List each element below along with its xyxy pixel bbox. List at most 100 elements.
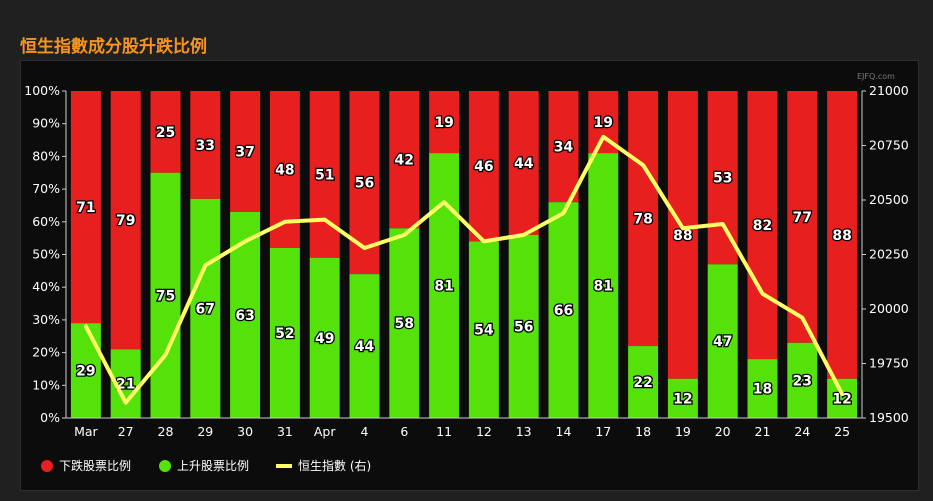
up-value-label: 23 <box>793 373 812 389</box>
up-bar <box>389 228 420 418</box>
down-value-label: 88 <box>832 228 851 244</box>
up-value-label: 12 <box>832 391 851 407</box>
legend-down-marker <box>41 460 53 472</box>
down-value-label: 53 <box>713 171 732 187</box>
index-point <box>363 246 366 250</box>
up-bar <box>190 198 221 418</box>
down-value-label: 42 <box>395 153 414 169</box>
down-bar <box>667 91 698 379</box>
index-point <box>761 292 764 296</box>
x-tick-label: 6 <box>400 424 408 439</box>
index-point <box>800 316 804 320</box>
up-value-label: 75 <box>156 288 175 304</box>
index-point <box>522 233 526 237</box>
left-tick-label: 0% <box>40 410 60 425</box>
x-tick-label: 17 <box>595 424 611 439</box>
up-bar <box>667 378 698 418</box>
down-value-label: 48 <box>275 162 294 178</box>
chart-title: 恒生指數成分股升跌比例 <box>20 37 207 57</box>
up-bar <box>70 323 101 418</box>
down-bar <box>707 91 738 265</box>
down-value-label: 37 <box>235 144 254 160</box>
index-point <box>124 401 128 405</box>
index-point <box>562 211 565 215</box>
index-point <box>641 163 645 167</box>
x-tick-label: 24 <box>794 424 810 439</box>
down-value-label: 33 <box>196 138 215 154</box>
index-point <box>721 222 725 226</box>
index-point <box>243 239 247 243</box>
index-point <box>402 233 406 237</box>
index-point <box>323 218 327 222</box>
up-bar <box>747 359 778 418</box>
down-bar <box>70 91 101 324</box>
right-tick-label: 21000 <box>869 83 909 98</box>
up-bar <box>309 257 340 418</box>
down-value-label: 46 <box>474 159 493 175</box>
down-bar <box>747 91 778 360</box>
down-bar <box>468 91 499 242</box>
up-bar <box>150 172 181 418</box>
x-tick-label: 11 <box>436 424 452 439</box>
right-tick-label: 19750 <box>869 356 909 371</box>
right-tick-label: 20750 <box>869 138 909 153</box>
down-value-label: 56 <box>355 176 374 192</box>
x-tick-label: 18 <box>635 424 651 439</box>
x-tick-label: 19 <box>675 424 691 439</box>
right-tick-label: 20000 <box>869 301 909 316</box>
up-value-label: 47 <box>713 334 732 350</box>
left-tick-label: 20% <box>32 345 60 360</box>
up-value-label: 58 <box>395 316 414 332</box>
up-value-label: 66 <box>554 303 573 319</box>
index-point <box>164 353 167 357</box>
up-value-label: 44 <box>355 339 375 355</box>
up-value-label: 12 <box>673 391 692 407</box>
down-bar <box>230 91 261 212</box>
x-tick-label: Apr <box>314 424 336 439</box>
index-point <box>482 239 486 243</box>
left-tick-label: 70% <box>32 181 60 196</box>
left-tick-label: 10% <box>32 377 60 392</box>
down-value-label: 71 <box>76 200 95 216</box>
down-value-label: 34 <box>554 140 574 156</box>
left-tick-label: 60% <box>32 214 60 229</box>
down-value-label: 88 <box>673 228 692 244</box>
down-bar <box>110 91 141 350</box>
legend-up-label: 上升股票比例 <box>177 459 249 473</box>
down-bar <box>508 91 539 235</box>
down-value-label: 44 <box>514 156 534 172</box>
up-bar <box>548 202 579 418</box>
down-value-label: 25 <box>156 125 175 141</box>
x-tick-label: 29 <box>197 424 213 439</box>
up-value-label: 18 <box>753 382 772 398</box>
down-bar <box>787 91 818 343</box>
right-tick-label: 20250 <box>869 247 909 262</box>
x-tick-label: 28 <box>158 424 174 439</box>
index-point <box>442 200 446 204</box>
index-point <box>601 135 605 139</box>
up-value-label: 81 <box>434 279 453 295</box>
up-value-label: 67 <box>196 301 215 317</box>
x-tick-label: 4 <box>361 424 369 439</box>
legend-index-label: 恒生指數 (右) <box>298 458 371 473</box>
up-bar <box>787 342 818 418</box>
up-bar <box>468 241 499 418</box>
x-tick-label: Mar <box>74 424 98 439</box>
up-value-label: 29 <box>76 364 95 380</box>
left-tick-label: 100% <box>24 83 60 98</box>
up-value-label: 54 <box>474 323 494 339</box>
down-value-label: 77 <box>793 210 812 226</box>
right-tick-label: 19500 <box>869 410 909 425</box>
x-tick-label: 14 <box>556 424 572 439</box>
index-point <box>840 392 844 396</box>
down-bar <box>309 91 340 258</box>
index-point <box>283 220 287 224</box>
up-bar <box>269 247 300 418</box>
x-tick-label: 13 <box>516 424 532 439</box>
up-value-label: 81 <box>594 279 613 295</box>
up-bar <box>707 264 738 418</box>
x-tick-label: 25 <box>834 424 850 439</box>
right-tick-label: 20500 <box>869 192 909 207</box>
left-tick-label: 80% <box>32 148 60 163</box>
